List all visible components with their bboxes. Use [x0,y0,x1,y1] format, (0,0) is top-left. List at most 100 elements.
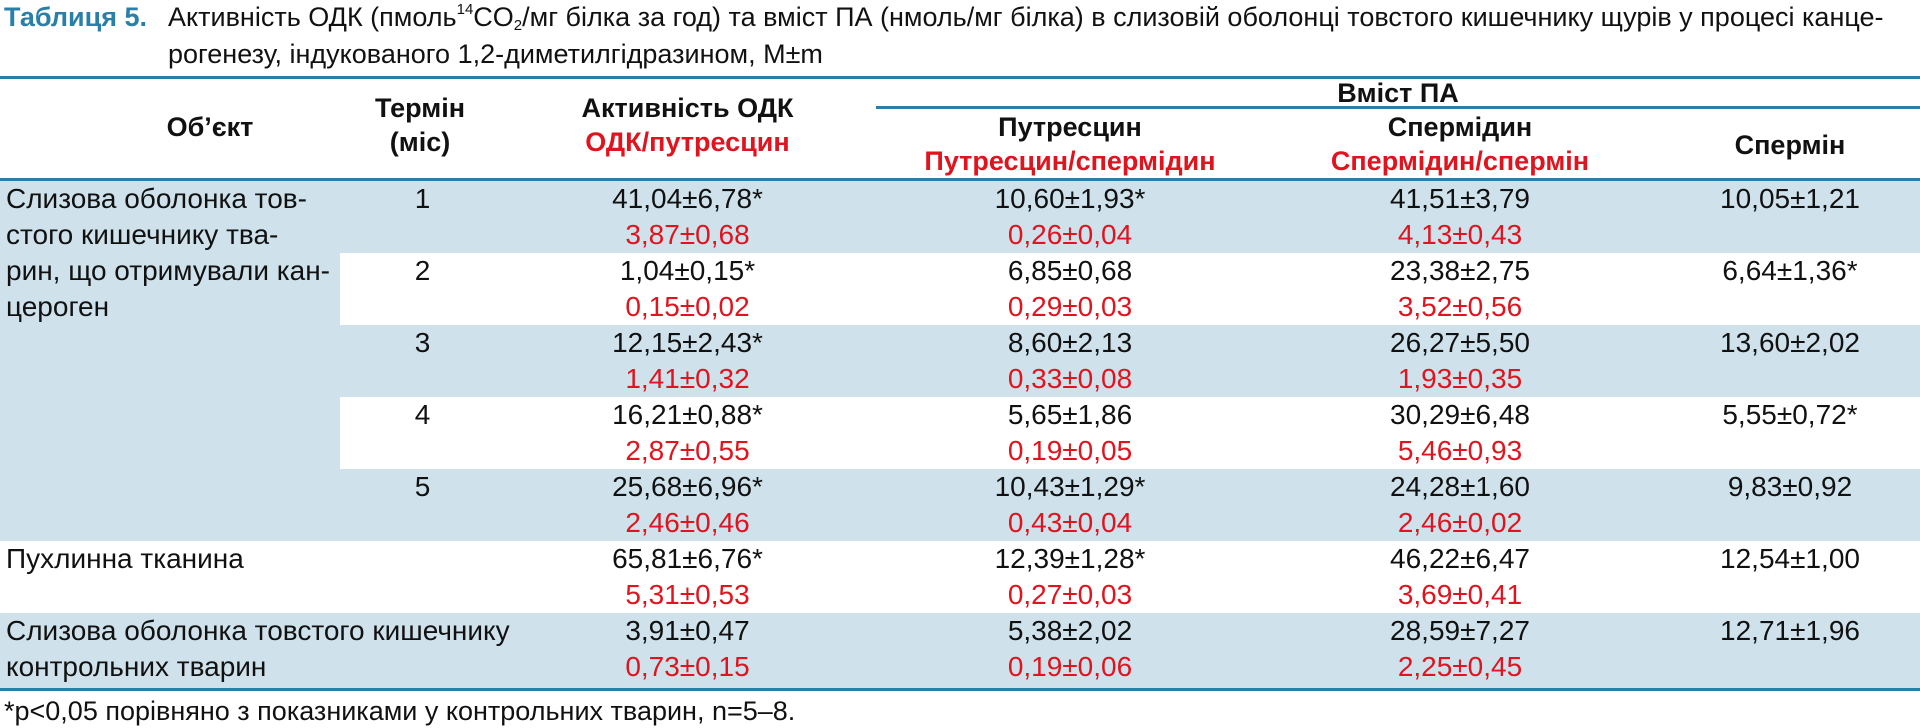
header-putrescine: Путресцин Путресцин/спермідин [880,110,1260,178]
object-label-tumor: Пухлинна тканина [6,541,244,577]
cell-spermine: 9,83±0,92 [1660,469,1920,505]
cell-odk: 1,04±0,15* 0,15±0,02 [510,253,865,325]
cell-odk: 16,21±0,88* 2,87±0,55 [510,397,865,469]
header-term-line-1: Термін [374,93,466,123]
cell-spermine: 12,54±1,00 [1660,541,1920,577]
spermine-value: 12,71±1,96 [1720,615,1860,646]
object-label-line: Пухлинна тканина [6,543,244,574]
spermine-value: 9,83±0,92 [1727,471,1853,502]
header-odk: Активність ОДК ОДК/путресцин [510,91,865,159]
header-spermidine-ratio: Спермідин/спермін [1330,146,1590,176]
cell-term: 1 [414,183,431,214]
spermine-value: 5,55±0,72* [1722,399,1858,430]
putrescine-value: 5,65±1,86 [1007,399,1133,430]
caption-text-b: CO [473,2,514,32]
odk-ratio-value: 3,87±0,68 [625,219,750,250]
spermidine-value: 26,27±5,50 [1390,327,1530,358]
caption-line-1: Активність ОДК (пмоль14CO2/мг білка за г… [168,0,1884,34]
table-caption: Таблиця 5. Активність ОДК (пмоль14CO2/мг… [0,0,1920,74]
putrescine-value: 6,85±0,68 [1007,255,1133,286]
caption-label: Таблиця 5. [4,2,147,32]
odk-value: 65,81±6,76* [612,543,763,574]
putrescine-value: 8,60±2,13 [1007,327,1133,358]
spermidine-value: 46,22±6,47 [1390,543,1530,574]
table-top-rule [0,76,1920,79]
spermidine-ratio-value: 4,13±0,43 [1397,219,1523,250]
putrescine-ratio-value: 0,43±0,04 [1007,507,1133,538]
cell-spermine: 12,71±1,96 [1660,613,1920,649]
header-odk-ratio: ОДК/путресцин [585,127,790,157]
row-band [0,613,1920,688]
cell-spermidine: 23,38±2,75 3,52±0,56 [1260,253,1660,325]
odk-ratio-value: 1,41±0,32 [625,363,750,394]
cell-spermine: 6,64±1,36* [1660,253,1920,289]
caption-sup: 14 [456,1,474,18]
spermidine-ratio-value: 3,52±0,56 [1397,291,1523,322]
caption-sub: 2 [513,17,523,34]
header-term-line-2: (міс) [389,127,451,157]
caption-line-2: рогенезу, індукованого 1,2-диметилгідраз… [168,39,823,69]
odk-value: 12,15±2,43* [612,327,763,358]
putrescine-ratio-value: 0,26±0,04 [1007,219,1133,250]
cell-term: 2 [414,255,431,286]
header-object: Об’єкт [166,112,254,142]
putrescine-ratio-value: 0,19±0,05 [1007,435,1133,466]
header-spermine: Спермін [1734,130,1846,160]
putrescine-ratio-value: 0,27±0,03 [1007,579,1133,610]
putrescine-ratio-value: 0,19±0,06 [1007,651,1133,682]
cell-spermine: 5,55±0,72* [1660,397,1920,433]
object-label-line: стого кишечнику тва- [6,219,279,250]
object-label-carcinogen: Слизова оболонка тов- стого кишечнику тв… [6,181,330,325]
header-group-pa: Вміст ПА [1337,78,1459,108]
caption-text-a: Активність ОДК (пмоль [168,2,457,32]
group-header-rule [876,106,1920,109]
spermine-value: 10,05±1,21 [1720,183,1860,214]
odk-value: 41,04±6,78* [612,183,763,214]
cell-odk: 3,91±0,47 0,73±0,15 [510,613,865,685]
cell-putrescine: 10,60±1,93* 0,26±0,04 [880,181,1260,253]
object-label-control: Слизова оболонка товстого кишечнику конт… [6,613,510,685]
odk-value: 1,04±0,15* [619,255,756,286]
cell-putrescine: 12,39±1,28* 0,27±0,03 [880,541,1260,613]
cell-putrescine: 6,85±0,68 0,29±0,03 [880,253,1260,325]
spermidine-value: 30,29±6,48 [1390,399,1530,430]
spermine-value: 12,54±1,00 [1720,543,1860,574]
object-band [0,181,340,541]
header-term: Термін (міс) [340,91,500,159]
putrescine-value: 10,60±1,93* [994,183,1146,214]
putrescine-ratio-value: 0,29±0,03 [1007,291,1133,322]
spermidine-ratio-value: 2,46±0,02 [1397,507,1523,538]
odk-value: 25,68±6,96* [612,471,763,502]
cell-term: 4 [414,399,431,430]
spermidine-value: 28,59±7,27 [1390,615,1530,646]
odk-ratio-value: 5,31±0,53 [625,579,750,610]
odk-value: 16,21±0,88* [612,399,763,430]
object-label-line: цероген [6,291,110,322]
cell-spermidine: 26,27±5,50 1,93±0,35 [1260,325,1660,397]
spermidine-ratio-value: 2,25±0,45 [1397,651,1523,682]
table-bottom-rule [0,688,1920,691]
header-spermidine-line-1: Спермідин [1387,112,1533,142]
cell-spermidine: 24,28±1,60 2,46±0,02 [1260,469,1660,541]
cell-putrescine: 5,65±1,86 0,19±0,05 [880,397,1260,469]
cell-spermidine: 28,59±7,27 2,25±0,45 [1260,613,1660,685]
object-label-line: рин, що отримували кан- [6,255,330,286]
caption-text-c: /мг білка за год) та вміст ПА (нмоль/мг … [522,2,1884,32]
cell-odk: 12,15±2,43* 1,41±0,32 [510,325,865,397]
cell-spermidine: 30,29±6,48 5,46±0,93 [1260,397,1660,469]
odk-value: 3,91±0,47 [625,615,750,646]
header-putrescine-ratio: Путресцин/спермідин [924,146,1216,176]
spermidine-value: 41,51±3,79 [1390,183,1530,214]
odk-ratio-value: 2,46±0,46 [625,507,750,538]
cell-putrescine: 5,38±2,02 0,19±0,06 [880,613,1260,685]
spermidine-ratio-value: 1,93±0,35 [1397,363,1523,394]
cell-odk: 25,68±6,96* 2,46±0,46 [510,469,865,541]
putrescine-ratio-value: 0,33±0,08 [1007,363,1133,394]
spermine-value: 13,60±2,02 [1720,327,1860,358]
object-label-line: контрольних тварин [6,651,267,682]
spermidine-ratio-value: 5,46±0,93 [1397,435,1523,466]
odk-ratio-value: 2,87±0,55 [625,435,750,466]
spermidine-ratio-value: 3,69±0,41 [1397,579,1523,610]
cell-putrescine: 8,60±2,13 0,33±0,08 [880,325,1260,397]
header-spermidine: Спермідин Спермідин/спермін [1260,110,1660,178]
